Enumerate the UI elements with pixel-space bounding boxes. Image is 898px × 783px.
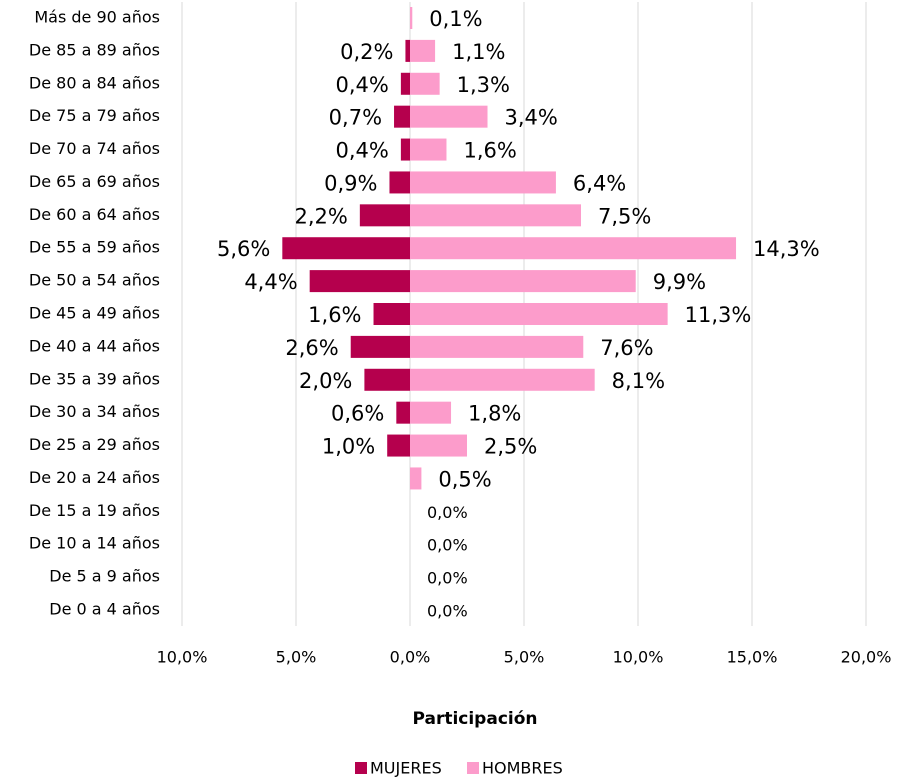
data-label: 0,7% — [329, 106, 382, 130]
bar — [410, 303, 668, 325]
bar — [410, 335, 584, 358]
bar — [389, 171, 410, 194]
bar — [282, 237, 410, 260]
x-tick-label: 5,0% — [276, 648, 317, 667]
bar — [309, 270, 410, 293]
data-label: 0,2% — [340, 40, 393, 64]
bar — [410, 39, 436, 62]
bar — [410, 401, 452, 424]
data-label: 5,6% — [217, 237, 270, 261]
data-label: 0,9% — [324, 171, 377, 195]
bar — [410, 434, 467, 457]
bar — [410, 368, 595, 391]
y-tick-label: De 45 a 49 años — [29, 304, 160, 323]
y-tick-label: De 20 a 24 años — [29, 468, 160, 487]
y-tick-label: Más de 90 años — [34, 8, 160, 27]
y-tick-label: De 50 a 54 años — [29, 271, 160, 290]
y-tick-label: De 55 a 59 años — [29, 238, 160, 257]
y-tick-label: De 35 a 39 años — [29, 369, 160, 388]
data-label: 3,4% — [505, 106, 558, 130]
bar — [410, 171, 556, 194]
x-axis-title: Participación — [412, 709, 537, 729]
data-label: 1,8% — [468, 402, 521, 426]
x-tick-label: 20,0% — [841, 648, 892, 667]
data-label: 1,0% — [322, 435, 375, 459]
y-tick-label: De 85 a 89 años — [29, 40, 160, 59]
data-label: 1,6% — [308, 303, 361, 327]
y-tick-label: De 65 a 69 años — [29, 172, 160, 191]
y-tick-label: De 75 a 79 años — [29, 106, 160, 125]
data-label: 4,4% — [244, 270, 297, 294]
y-tick-label: De 0 a 4 años — [49, 600, 160, 619]
data-label: 0,0% — [427, 602, 468, 621]
data-label: 6,4% — [573, 171, 626, 195]
data-label: 0,4% — [336, 139, 389, 163]
y-tick-label: De 5 a 9 años — [49, 567, 160, 586]
bar — [400, 72, 410, 95]
data-label: 2,2% — [294, 204, 347, 228]
x-tick-label: 10,0% — [613, 648, 664, 667]
bar — [410, 204, 581, 227]
x-tick-label: 15,0% — [727, 648, 778, 667]
bar — [410, 270, 636, 293]
bar — [410, 7, 413, 29]
bar — [410, 467, 422, 490]
legend-label: HOMBRES — [482, 759, 563, 778]
data-label: 11,3% — [685, 303, 752, 327]
bar — [410, 138, 447, 161]
bar — [410, 72, 440, 95]
y-tick-label: De 10 a 14 años — [29, 534, 160, 553]
bar — [400, 138, 410, 161]
y-tick-label: De 15 a 19 años — [29, 501, 160, 520]
bar — [396, 401, 410, 424]
bar — [359, 204, 410, 227]
data-label: 0,1% — [429, 7, 482, 31]
data-label: 9,9% — [653, 270, 706, 294]
x-tick-label: 5,0% — [504, 648, 545, 667]
data-label: 0,5% — [438, 467, 491, 491]
data-label: 2,6% — [285, 336, 338, 360]
y-tick-label: De 30 a 34 años — [29, 402, 160, 421]
y-tick-label: De 40 a 44 años — [29, 336, 160, 355]
data-label: 7,5% — [598, 204, 651, 228]
data-label: 1,3% — [457, 73, 510, 97]
data-label: 0,0% — [427, 569, 468, 588]
y-tick-label: De 70 a 74 años — [29, 139, 160, 158]
bar — [410, 105, 488, 128]
data-label: 0,0% — [427, 503, 468, 522]
data-label: 0,6% — [331, 402, 384, 426]
data-label: 1,1% — [452, 40, 505, 64]
x-tick-label: 0,0% — [390, 648, 431, 667]
legend-swatch — [355, 762, 367, 774]
y-tick-label: De 80 a 84 años — [29, 73, 160, 92]
bar — [394, 105, 410, 128]
data-label: 0,4% — [336, 73, 389, 97]
y-tick-label: De 25 a 29 años — [29, 435, 160, 454]
bar — [410, 237, 737, 260]
legend-label: MUJERES — [370, 759, 442, 778]
y-tick-label: De 60 a 64 años — [29, 205, 160, 224]
bar — [405, 39, 410, 62]
data-label: 0,0% — [427, 536, 468, 555]
bar — [387, 434, 410, 457]
bar — [364, 368, 410, 391]
data-label: 7,6% — [600, 336, 653, 360]
data-label: 2,0% — [299, 369, 352, 393]
legend-swatch — [467, 762, 479, 774]
data-label: 8,1% — [612, 369, 665, 393]
x-tick-label: 10,0% — [157, 648, 208, 667]
data-label: 1,6% — [463, 139, 516, 163]
data-label: 2,5% — [484, 435, 537, 459]
bar — [350, 335, 410, 358]
data-label: 14,3% — [753, 237, 820, 261]
bar — [373, 303, 410, 325]
